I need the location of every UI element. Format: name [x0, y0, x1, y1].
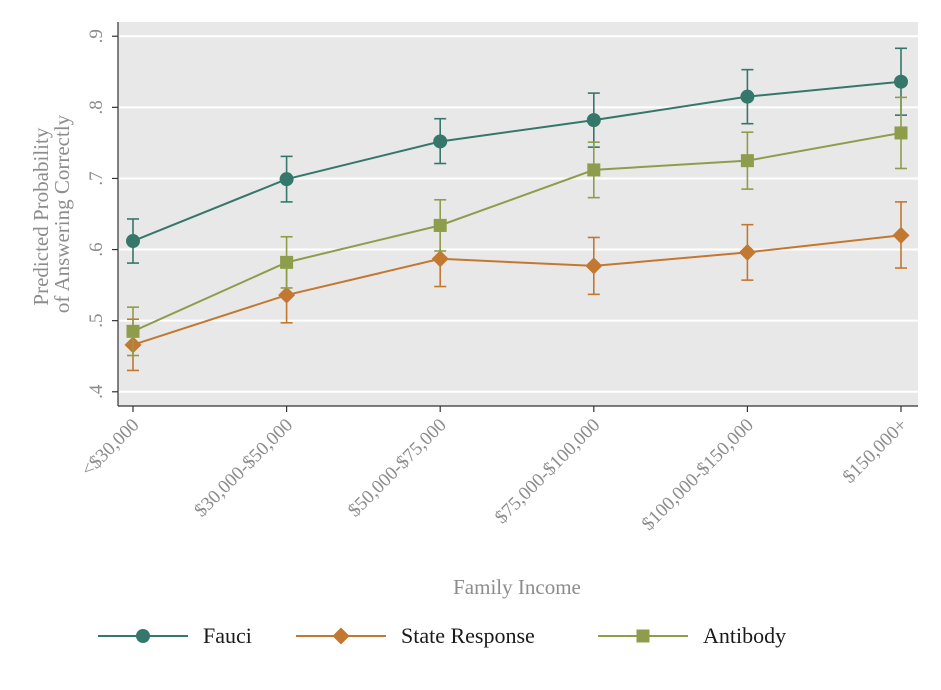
legend-marker-antibody: [636, 629, 650, 643]
y-tick-label: .8: [86, 100, 107, 114]
legend-label-fauci: Fauci: [203, 623, 252, 648]
legend-item-state-response: State Response: [296, 623, 535, 648]
y-axis-title-line-1: Predicted Probability: [29, 127, 53, 305]
fauci-point: [126, 234, 140, 249]
legend-label-state-response: State Response: [401, 623, 535, 648]
state-response-point: [585, 257, 603, 275]
legend-label-antibody: Antibody: [703, 623, 786, 648]
antibody-point: [280, 255, 294, 269]
series-fauci: [126, 47, 908, 264]
y-tick-label: .4: [86, 384, 107, 399]
series-layer: [124, 47, 910, 372]
legend-marker-fauci: [136, 629, 150, 643]
series-state-response: [124, 201, 910, 372]
antibody-point: [587, 163, 601, 177]
y-axis-title: Predicted Probability of Answering Corre…: [29, 114, 74, 313]
gridlines: [118, 35, 918, 393]
fauci-point: [894, 74, 908, 89]
legend: Fauci State Response Antibody: [98, 623, 786, 648]
fauci-line: [132, 80, 902, 242]
state-response-point: [431, 250, 449, 268]
x-tick-label: <$30,000: [77, 415, 143, 481]
antibody-point: [433, 218, 447, 232]
state-response-point: [738, 243, 756, 261]
x-tick-label: $50,000-$75,000: [344, 415, 451, 522]
x-tick-label: $100,000-$150,000: [638, 415, 758, 535]
legend-item-fauci: Fauci: [98, 623, 252, 648]
y-tick-label: .9: [86, 29, 107, 43]
antibody-point: [126, 324, 140, 338]
y-tick-label: .5: [86, 314, 107, 328]
legend-marker-state-response: [332, 627, 350, 645]
antibody-point: [894, 126, 908, 140]
antibody-line: [132, 131, 902, 333]
y-tick-label: .6: [86, 242, 107, 256]
fauci-point: [279, 172, 294, 187]
state-response-point: [892, 226, 910, 244]
state-response-point: [278, 286, 296, 304]
series-antibody: [126, 96, 908, 357]
fauci-point: [433, 134, 448, 149]
fauci-point: [586, 113, 601, 128]
y-tick-label: .7: [86, 171, 107, 185]
state-response-line: [132, 234, 902, 346]
legend-item-antibody: Antibody: [598, 623, 786, 648]
x-tick-label: $30,000-$50,000: [190, 415, 297, 522]
x-tick-label: $75,000-$100,000: [491, 415, 604, 528]
x-axis-title: Family Income: [453, 575, 581, 599]
y-axis-title-line-2: of Answering Correctly: [50, 114, 74, 313]
plot-area: [118, 22, 918, 406]
antibody-point: [740, 154, 754, 168]
x-tick-label: $150,000+: [839, 415, 912, 488]
fauci-point: [740, 89, 755, 104]
